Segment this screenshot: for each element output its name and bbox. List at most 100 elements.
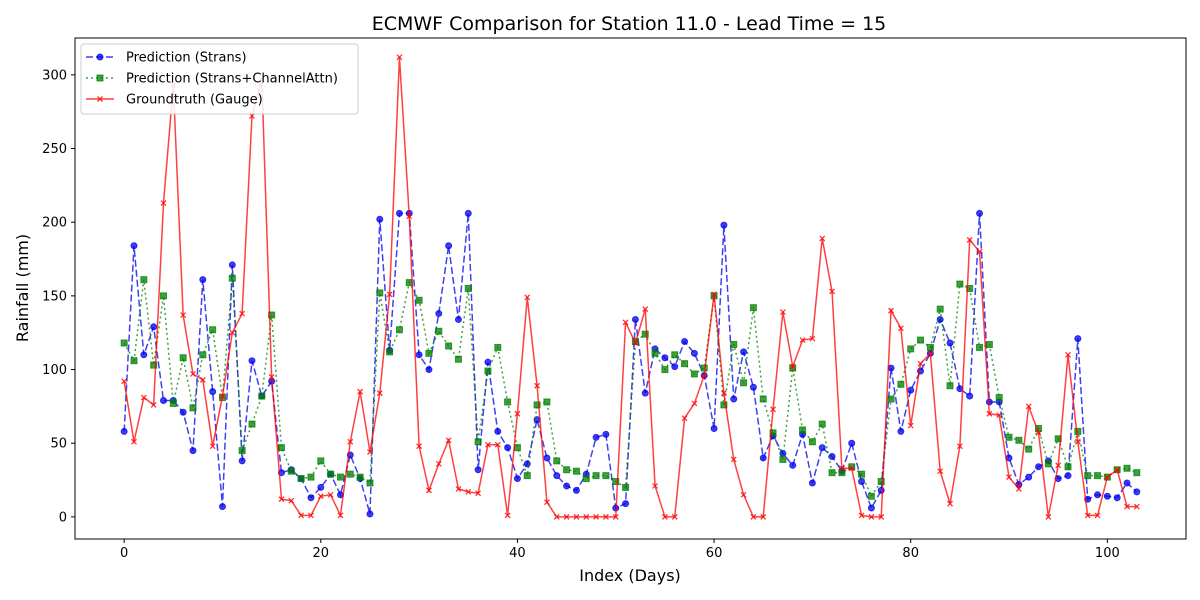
legend-box xyxy=(80,43,359,115)
y-tick-label: 250 xyxy=(42,142,67,157)
series-2-point xyxy=(199,376,206,383)
series-1-point xyxy=(917,336,925,344)
series-2-point xyxy=(681,415,688,422)
x-tick-label: 40 xyxy=(509,546,526,561)
legend: Prediction (Strans) Prediction (Strans+Ch… xyxy=(80,43,359,115)
series-1-point xyxy=(1133,469,1141,477)
series-2-point xyxy=(150,401,157,408)
series-0-point xyxy=(563,482,571,490)
series-1-point xyxy=(533,401,541,409)
series-0-point xyxy=(710,424,718,432)
series-1-point xyxy=(307,473,315,481)
series-1-point xyxy=(120,339,128,347)
series-2-point xyxy=(347,438,354,445)
series-2-point xyxy=(131,438,137,445)
series-0-point xyxy=(199,276,207,284)
series-1-point xyxy=(159,292,167,300)
legend-marker-1 xyxy=(96,74,104,82)
series-2-point xyxy=(366,449,373,456)
series-2-point xyxy=(868,513,875,520)
series-2-point xyxy=(180,312,187,318)
series-1-point xyxy=(268,311,276,319)
y-tick-label: 150 xyxy=(42,289,67,304)
y-tick-label: 0 xyxy=(59,510,67,525)
series-1-point xyxy=(976,343,984,351)
series-1-point xyxy=(956,280,964,288)
series-1-point xyxy=(425,349,433,357)
series-2-point xyxy=(425,487,432,494)
series-2-point xyxy=(209,443,216,450)
series-0-point xyxy=(130,242,138,250)
series-0-point xyxy=(1064,472,1072,480)
series-1-point xyxy=(1005,433,1013,441)
series-2-point xyxy=(799,337,806,344)
series-2-point xyxy=(1104,474,1111,481)
series-1-point xyxy=(1123,464,1131,472)
series-0-point xyxy=(238,457,246,465)
series-2-point xyxy=(789,363,796,370)
series-1-point xyxy=(897,380,905,388)
series-2-point xyxy=(956,443,963,450)
series-0-point xyxy=(150,323,158,331)
series-2-point xyxy=(1124,503,1130,510)
series-2-point xyxy=(327,491,334,498)
series-0-point xyxy=(307,494,315,502)
series-2-point xyxy=(661,513,668,520)
series-1-point xyxy=(513,444,521,452)
series-0-point xyxy=(248,357,256,365)
series-1-point xyxy=(1025,445,1033,453)
series-1-point xyxy=(346,470,354,478)
series-1-point xyxy=(248,420,256,428)
series-0-point xyxy=(395,209,403,217)
axes xyxy=(74,37,1187,540)
series-1-point xyxy=(504,398,512,406)
series-1-point xyxy=(228,274,236,282)
y-tick-label: 100 xyxy=(42,363,67,378)
series-1-point xyxy=(484,367,492,375)
series-2-point xyxy=(740,491,747,498)
series-2-point xyxy=(642,306,649,313)
series-2-point xyxy=(553,513,560,520)
series-0-point xyxy=(641,389,649,397)
series-1-point xyxy=(543,398,551,406)
chart-title: ECMWF Comparison for Station 11.0 - Lead… xyxy=(372,13,887,35)
series-2-point xyxy=(720,390,727,397)
series-2-point xyxy=(465,488,472,495)
series-2-point xyxy=(858,512,865,519)
series-0-point xyxy=(179,408,187,416)
series-0-point xyxy=(631,315,639,323)
series-0-point xyxy=(494,427,502,435)
series-1-point xyxy=(818,420,826,428)
series-1-point xyxy=(720,401,728,409)
series-0-point xyxy=(1035,463,1043,471)
series-1-point xyxy=(749,304,757,312)
series-1-point xyxy=(799,426,807,434)
series-0-point xyxy=(553,472,561,480)
series-2-point xyxy=(711,291,718,298)
series-2-point xyxy=(475,490,482,497)
series-1-point xyxy=(661,366,669,374)
series-2-point xyxy=(996,412,1003,419)
series-1-point xyxy=(985,340,993,348)
series-1-point xyxy=(287,467,295,475)
series-1-point xyxy=(838,469,846,477)
series-2-point xyxy=(848,465,855,472)
series-1-point xyxy=(327,470,335,478)
series-1-point xyxy=(622,483,630,491)
series-0-point xyxy=(1123,479,1131,487)
series-1-point xyxy=(1094,472,1102,480)
series-2-point xyxy=(573,513,580,520)
series-0-point xyxy=(602,430,610,438)
series-1-point xyxy=(169,399,177,407)
series-1-point xyxy=(995,394,1003,402)
x-tick-label: 80 xyxy=(902,546,919,561)
series-1-point xyxy=(563,466,571,474)
series-2-point xyxy=(829,288,836,295)
series-2-point xyxy=(1074,438,1081,445)
series-2-point xyxy=(976,248,983,255)
series-1-point xyxy=(936,305,944,313)
series-2-point xyxy=(543,499,550,506)
series-1-point xyxy=(681,360,689,368)
x-tick-label: 60 xyxy=(706,546,723,561)
